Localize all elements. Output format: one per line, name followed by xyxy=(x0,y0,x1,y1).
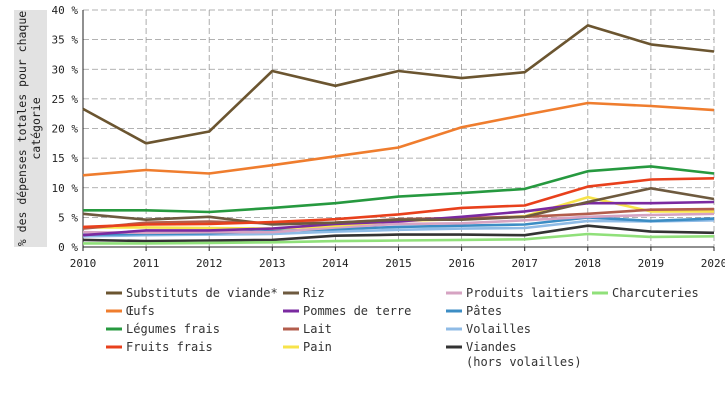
series-line-produits-laitiers xyxy=(82,212,715,235)
x-tick-label: 2018 xyxy=(575,257,602,270)
y-axis-title: % des dépenses totales pour chaquecatégo… xyxy=(15,11,43,246)
axes xyxy=(82,10,715,251)
y-tick-label: 5 % xyxy=(58,211,78,224)
x-tick-label: 2020 xyxy=(701,257,725,270)
y-axis-title-group: % des dépenses totales pour chaquecatégo… xyxy=(14,10,47,247)
legend-item: Pâtes xyxy=(446,304,502,318)
legend-item: Fruits frais xyxy=(106,340,213,354)
series-line-légumes-frais xyxy=(83,165,715,214)
x-tick-label: 2014 xyxy=(322,257,349,270)
y-tick-label: 25 % xyxy=(52,93,79,106)
legend-item: Pain xyxy=(283,340,332,354)
series-line-pommes-de-terre xyxy=(82,200,715,237)
legend-label: Riz xyxy=(303,286,325,300)
grid: 0 % 5 % 10 % 15 % 20 % 25 % 30 % 35 % 40 % 2010 20… xyxy=(52,4,725,270)
legend-item: Volailles xyxy=(446,322,531,336)
legend-item: Viandes (hors volailles) xyxy=(446,340,582,369)
legend-label: Charcuteries xyxy=(612,286,699,300)
legend-item: Lait xyxy=(283,322,332,336)
series-line-viandes xyxy=(82,224,715,243)
y-tick-label: 15 % xyxy=(52,152,79,165)
series-line-œufs xyxy=(82,101,715,177)
legend-label: Produits laitiers xyxy=(466,286,589,300)
x-tick-label: 2011 xyxy=(133,257,160,270)
legend-label: Œufs xyxy=(126,304,155,318)
legend-label: Lait xyxy=(303,322,332,336)
legend-label: Viandes (hors volailles) xyxy=(466,340,582,369)
series-line-riz xyxy=(82,187,715,226)
legend-item: Légumes frais xyxy=(106,322,220,336)
legend-item: Œufs xyxy=(106,304,155,318)
x-tick-label: 2017 xyxy=(511,257,538,270)
x-tick-label: 2019 xyxy=(638,257,665,270)
legend-label: Pâtes xyxy=(466,304,502,318)
legend-item: Charcuteries xyxy=(592,286,699,300)
x-tick-label: 2010 xyxy=(70,257,97,270)
y-tick-label: 20 % xyxy=(52,123,79,136)
y-tick-label: 0 % xyxy=(58,241,78,254)
y-tick-label: 35 % xyxy=(52,34,79,47)
legend-item: Riz xyxy=(283,286,325,300)
y-tick-label: 40 % xyxy=(52,4,79,17)
x-tick-label: 2013 xyxy=(259,257,286,270)
series-line-substituts-de-viande xyxy=(82,24,715,145)
series-line-fruits-frais xyxy=(82,177,715,229)
legend-label: Pain xyxy=(303,340,332,354)
x-tick-label: 2016 xyxy=(448,257,475,270)
legend-item: Substituts de viande* xyxy=(106,286,278,300)
series-lines xyxy=(82,24,715,245)
legend-label: Fruits frais xyxy=(126,340,213,354)
y-tick-label: 10 % xyxy=(52,182,79,195)
x-tick-label: 2012 xyxy=(196,257,223,270)
legend-label: Pommes de terre xyxy=(303,304,411,318)
series-line-charcuteries xyxy=(83,232,715,245)
x-tick-label: 2015 xyxy=(385,257,412,270)
y-tick-label: 30 % xyxy=(52,63,79,76)
legend-item: Produits laitiers xyxy=(446,286,589,300)
legend-label: Volailles xyxy=(466,322,531,336)
legend-label: Substituts de viande* xyxy=(126,286,278,300)
y-axis-title-background xyxy=(14,10,47,247)
legend-label: Légumes frais xyxy=(126,322,220,336)
legend-item: Pommes de terre xyxy=(283,304,411,318)
legend: Substituts de viande* Œufs Légumes frais Fr… xyxy=(106,286,699,369)
